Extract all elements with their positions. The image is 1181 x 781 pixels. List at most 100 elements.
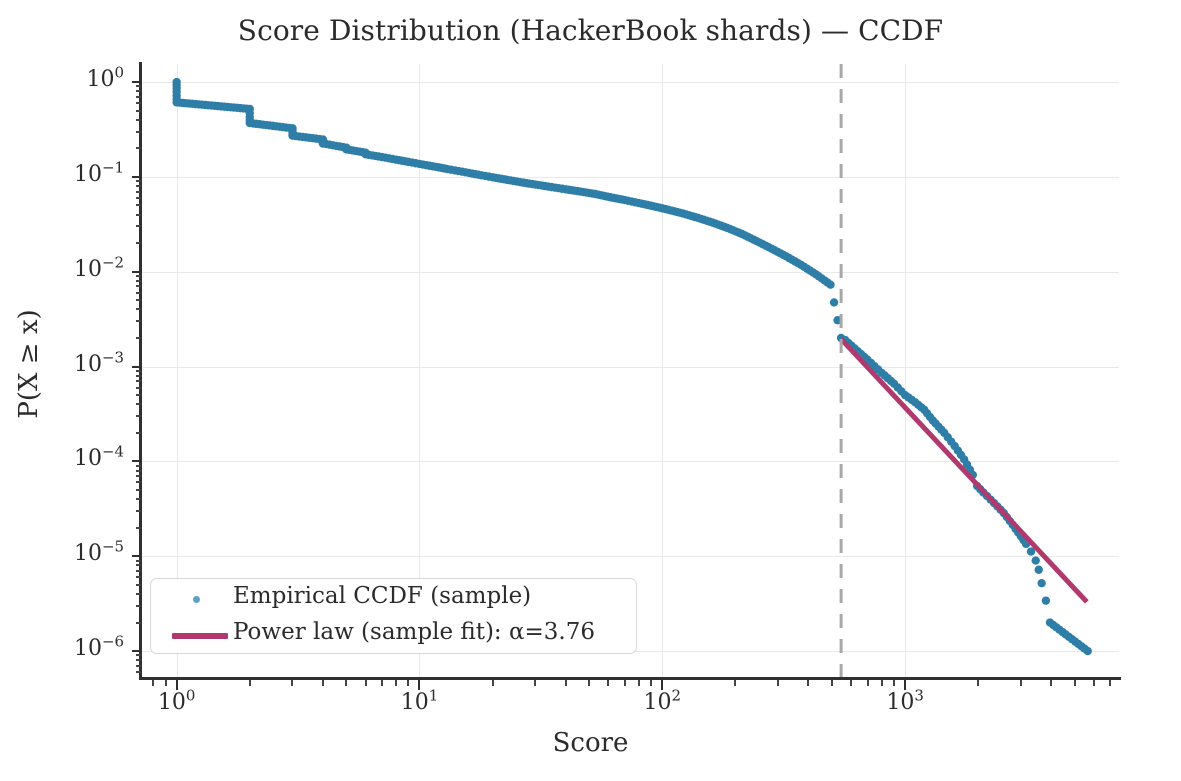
y-tick-label: 10−2 bbox=[73, 253, 124, 282]
y-tick-minor bbox=[136, 185, 141, 188]
x-tick-label: 101 bbox=[400, 686, 439, 715]
legend-item-empirical[interactable]: Empirical CCDF (sample) bbox=[151, 580, 636, 618]
x-tick-minor bbox=[650, 680, 653, 686]
x-tick-minor bbox=[637, 680, 640, 686]
x-tick-minor bbox=[152, 680, 155, 686]
gridline-horizontal bbox=[142, 367, 1119, 368]
y-tick-minor bbox=[136, 380, 141, 383]
y-tick-minor bbox=[136, 196, 141, 199]
x-tick-minor bbox=[564, 680, 567, 686]
x-tick-minor bbox=[607, 680, 610, 686]
y-tick-minor bbox=[136, 481, 141, 484]
legend-label-empirical: Empirical CCDF (sample) bbox=[233, 583, 532, 609]
x-tick-minor bbox=[850, 680, 853, 686]
x-tick-minor bbox=[734, 680, 737, 686]
y-tick-major bbox=[132, 460, 141, 463]
x-tick-minor bbox=[407, 680, 410, 686]
gridline-horizontal bbox=[142, 272, 1119, 273]
y-tick-minor bbox=[136, 308, 141, 311]
y-tick-minor bbox=[136, 102, 141, 105]
x-tick-minor bbox=[291, 680, 294, 686]
y-tick-major bbox=[132, 81, 141, 84]
legend-item-powerlaw[interactable]: Power law (sample fit): α=3.76 bbox=[151, 616, 636, 654]
gridline-vertical bbox=[419, 64, 420, 678]
x-tick-label: 100 bbox=[157, 686, 196, 715]
x-axis-title: Score bbox=[552, 728, 629, 758]
y-tick-minor bbox=[136, 285, 141, 288]
y-tick-minor bbox=[136, 469, 141, 472]
x-tick-minor bbox=[623, 680, 626, 686]
y-tick-label: 10−1 bbox=[73, 158, 124, 187]
x-tick-minor bbox=[491, 680, 494, 686]
x-tick-minor bbox=[345, 680, 348, 686]
y-tick-minor bbox=[136, 592, 141, 595]
y-tick-minor bbox=[136, 659, 141, 662]
y-tick-label: 10−5 bbox=[73, 537, 124, 567]
y-axis-title: P(X ≥ x) bbox=[14, 309, 44, 419]
x-tick-minor bbox=[394, 680, 397, 686]
y-tick-minor bbox=[136, 604, 141, 607]
y-tick-minor bbox=[136, 509, 141, 512]
y-tick-minor bbox=[136, 498, 141, 501]
y-tick-minor bbox=[136, 299, 141, 302]
x-tick-minor bbox=[1019, 680, 1022, 686]
y-tick-minor bbox=[136, 213, 141, 216]
xmin-cutoff-line bbox=[142, 64, 1119, 678]
x-tick-minor bbox=[534, 680, 537, 686]
y-tick-minor bbox=[136, 403, 141, 406]
y-tick-minor bbox=[136, 204, 141, 207]
x-tick-minor bbox=[380, 680, 383, 686]
x-tick-minor bbox=[893, 680, 895, 686]
y-tick-label: 100 bbox=[86, 63, 124, 93]
scatter-svg bbox=[172, 77, 1092, 656]
x-tick-minor bbox=[321, 680, 324, 686]
y-tick-minor bbox=[136, 654, 141, 657]
y-tick-minor bbox=[136, 90, 141, 93]
x-tick-minor bbox=[164, 680, 167, 686]
y-tick-minor bbox=[136, 564, 141, 567]
y-tick-minor bbox=[136, 464, 141, 467]
y-tick-minor bbox=[136, 583, 141, 586]
x-tick-major bbox=[904, 680, 907, 690]
x-tick-major bbox=[661, 680, 664, 690]
y-tick-minor bbox=[136, 279, 141, 282]
x-axis-spine bbox=[139, 677, 1121, 680]
gridline-vertical bbox=[662, 64, 663, 678]
empirical-ccdf-series bbox=[142, 64, 1119, 678]
y-tick-minor bbox=[136, 394, 141, 397]
gridline-horizontal bbox=[142, 177, 1119, 178]
y-tick-major bbox=[132, 365, 141, 368]
y-tick-major bbox=[132, 175, 141, 178]
y-tick-minor bbox=[136, 576, 141, 579]
y-tick-minor bbox=[136, 85, 141, 88]
x-tick-minor bbox=[588, 680, 591, 686]
y-tick-label: 10−3 bbox=[73, 348, 124, 377]
y-tick-label: 10−6 bbox=[73, 632, 124, 662]
y-tick-minor bbox=[136, 118, 141, 121]
x-tick-major bbox=[175, 680, 178, 690]
x-tick-label: 102 bbox=[643, 686, 682, 715]
gridline-horizontal bbox=[142, 556, 1119, 557]
y-tick-minor bbox=[136, 225, 141, 228]
x-tick-minor bbox=[1073, 680, 1076, 686]
x-tick-minor bbox=[880, 680, 883, 686]
x-tick-minor bbox=[1093, 680, 1096, 686]
y-tick-label: 10−4 bbox=[73, 443, 124, 472]
y-tick-minor bbox=[136, 337, 141, 339]
fit-line-svg bbox=[839, 337, 1089, 604]
chart-legend[interactable]: Empirical CCDF (sample) Power law (sampl… bbox=[150, 578, 637, 654]
y-tick-minor bbox=[136, 488, 141, 491]
chart-title: Score Distribution (HackerBook shards) —… bbox=[237, 14, 944, 47]
y-tick-minor bbox=[136, 386, 141, 389]
y-tick-minor bbox=[136, 147, 141, 150]
y-tick-minor bbox=[136, 95, 141, 98]
gridline-vertical bbox=[177, 64, 178, 678]
y-tick-minor bbox=[136, 291, 141, 294]
gridline-vertical bbox=[905, 64, 906, 678]
y-tick-major bbox=[132, 270, 141, 273]
x-tick-minor bbox=[807, 680, 810, 686]
y-tick-minor bbox=[136, 369, 141, 372]
y-tick-minor bbox=[136, 275, 141, 278]
y-tick-minor bbox=[136, 526, 141, 529]
x-tick-minor bbox=[364, 680, 367, 686]
